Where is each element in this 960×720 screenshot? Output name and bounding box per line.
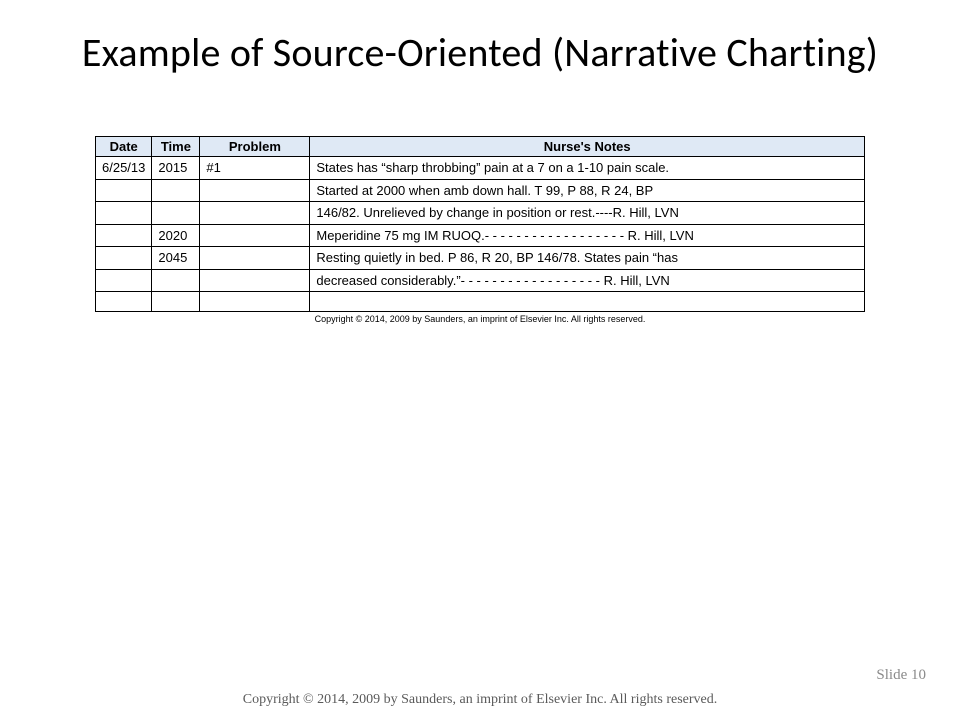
cell-notes: Resting quietly in bed. P 86, R 20, BP 1… <box>310 247 865 270</box>
table-header-row: Date Time Problem Nurse's Notes <box>96 137 865 157</box>
col-header-problem: Problem <box>200 137 310 157</box>
cell-problem <box>200 247 310 270</box>
cell-time: 2015 <box>152 157 200 180</box>
cell-notes: States has “sharp throbbing” pain at a 7… <box>310 157 865 180</box>
footer-copyright: Copyright © 2014, 2009 by Saunders, an i… <box>0 692 960 708</box>
table-row: decreased considerably.”- - - - - - - - … <box>96 269 865 292</box>
slide-title: Example of Source-Oriented (Narrative Ch… <box>30 30 930 76</box>
cell-date <box>96 247 152 270</box>
cell-time <box>152 269 200 292</box>
cell-date <box>96 179 152 202</box>
narrative-chart-table: Date Time Problem Nurse's Notes 6/25/13 … <box>95 136 865 312</box>
cell-date <box>96 202 152 225</box>
slide: Example of Source-Oriented (Narrative Ch… <box>0 0 960 720</box>
table-row: 146/82. Unrelieved by change in position… <box>96 202 865 225</box>
cell-time: 2045 <box>152 247 200 270</box>
cell-notes: 146/82. Unrelieved by change in position… <box>310 202 865 225</box>
table-caption: Copyright © 2014, 2009 by Saunders, an i… <box>95 314 865 324</box>
cell-time <box>152 202 200 225</box>
cell-problem <box>200 269 310 292</box>
cell-date <box>96 292 152 312</box>
cell-time: 2020 <box>152 224 200 247</box>
cell-problem <box>200 202 310 225</box>
table-row: 2020 Meperidine 75 mg IM RUOQ.- - - - - … <box>96 224 865 247</box>
slide-number: Slide 10 <box>876 667 926 684</box>
table-row: 2045 Resting quietly in bed. P 86, R 20,… <box>96 247 865 270</box>
table-row: 6/25/13 2015 #1 States has “sharp throbb… <box>96 157 865 180</box>
col-header-date: Date <box>96 137 152 157</box>
table-row <box>96 292 865 312</box>
cell-problem: #1 <box>200 157 310 180</box>
chart-table-wrapper: Date Time Problem Nurse's Notes 6/25/13 … <box>95 136 865 324</box>
col-header-notes: Nurse's Notes <box>310 137 865 157</box>
cell-notes <box>310 292 865 312</box>
cell-notes: Meperidine 75 mg IM RUOQ.- - - - - - - -… <box>310 224 865 247</box>
cell-notes: Started at 2000 when amb down hall. T 99… <box>310 179 865 202</box>
col-header-time: Time <box>152 137 200 157</box>
cell-problem <box>200 292 310 312</box>
cell-time <box>152 179 200 202</box>
cell-time <box>152 292 200 312</box>
cell-problem <box>200 179 310 202</box>
cell-date <box>96 224 152 247</box>
cell-notes: decreased considerably.”- - - - - - - - … <box>310 269 865 292</box>
cell-date: 6/25/13 <box>96 157 152 180</box>
table-row: Started at 2000 when amb down hall. T 99… <box>96 179 865 202</box>
cell-problem <box>200 224 310 247</box>
cell-date <box>96 269 152 292</box>
